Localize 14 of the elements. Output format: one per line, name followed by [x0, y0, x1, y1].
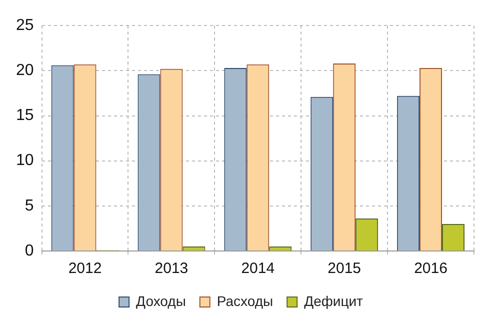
y-tick-label: 5 — [24, 197, 34, 214]
x-tick-label: 2012 — [68, 260, 102, 278]
y-tick-label: 15 — [16, 107, 34, 124]
x-tick-label: 2015 — [328, 260, 362, 278]
y-tick-label: 0 — [24, 242, 34, 260]
x-tick-label: 2016 — [414, 260, 448, 278]
y-tick-label: 10 — [16, 152, 34, 170]
x-tick-label: 2014 — [241, 260, 275, 278]
y-tick-label: 25 — [16, 17, 34, 34]
x-tick-label: 2013 — [154, 260, 188, 278]
y-tick-label: 20 — [16, 62, 34, 80]
legend-label: Расходы — [216, 292, 274, 309]
legend-label: Доходы — [136, 292, 186, 309]
legend-label: Дефицит — [304, 292, 364, 309]
